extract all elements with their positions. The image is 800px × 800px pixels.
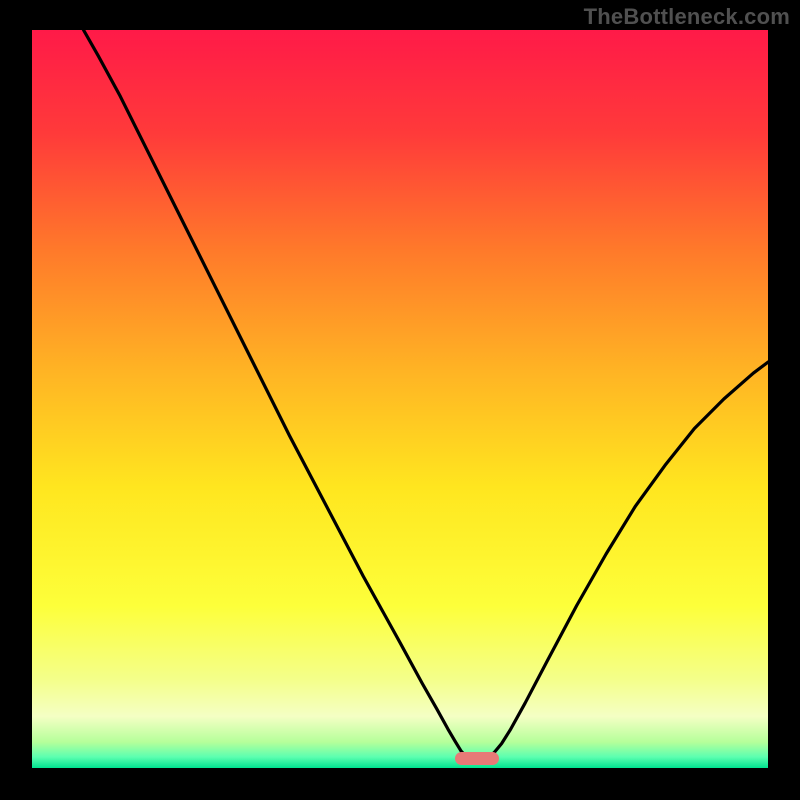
bottleneck-curve (84, 30, 768, 760)
curve-layer (32, 30, 768, 768)
optimum-marker-pill (455, 752, 499, 765)
plot-area (32, 30, 768, 768)
chart-stage: TheBottleneck.com (0, 0, 800, 800)
watermark-text: TheBottleneck.com (584, 4, 790, 30)
